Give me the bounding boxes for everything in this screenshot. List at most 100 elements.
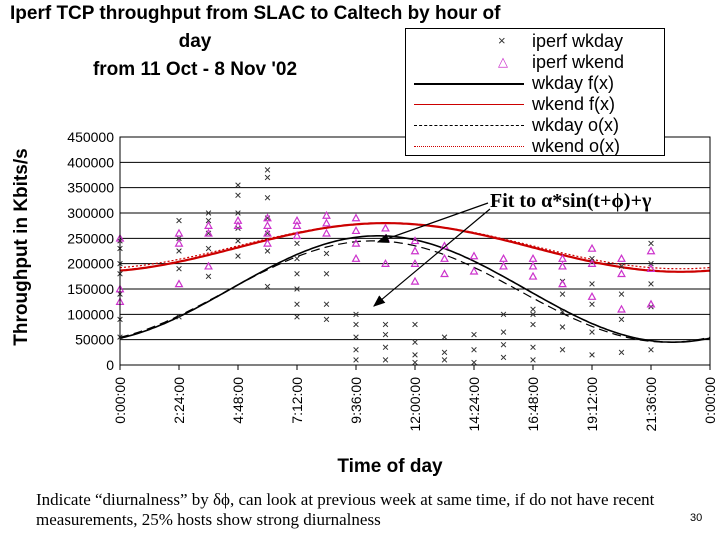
wkday-point bbox=[294, 301, 300, 307]
wkday-point bbox=[648, 281, 654, 287]
wkday-point bbox=[500, 329, 507, 335]
wkday-point bbox=[441, 334, 448, 340]
wkday-point bbox=[205, 217, 212, 224]
wkday-point bbox=[382, 344, 389, 351]
chart-title-line-3: from 11 Oct - 8 Nov '02 bbox=[92, 59, 298, 80]
legend-label: iperf wkend bbox=[532, 52, 625, 72]
wkday-point bbox=[471, 331, 477, 338]
wkday-point bbox=[176, 265, 182, 272]
wkend-point bbox=[292, 231, 302, 240]
wkday-point bbox=[323, 301, 330, 307]
wkday-point bbox=[382, 331, 389, 338]
y-tick-label: 200000 bbox=[67, 256, 114, 272]
dashed-line-icon bbox=[414, 125, 524, 126]
wkday-point bbox=[500, 354, 507, 361]
wkday-point bbox=[618, 349, 625, 356]
legend-label: iperf wkday bbox=[532, 31, 624, 51]
wkend-point bbox=[263, 238, 272, 247]
wkday-point bbox=[264, 248, 271, 254]
wkday-point bbox=[559, 324, 566, 330]
wkend-point bbox=[174, 228, 184, 237]
wkend-point bbox=[351, 253, 361, 262]
wkend-point bbox=[617, 269, 626, 278]
wkend-point bbox=[528, 271, 538, 280]
x-tick-label: 0:00:00 bbox=[702, 377, 718, 424]
fit-annotation: Fit to α*sin(t+ϕ)+γ bbox=[490, 190, 652, 212]
legend-label: wkend f(x) bbox=[532, 94, 616, 114]
wkday-point bbox=[323, 250, 330, 257]
wkend-point bbox=[410, 246, 420, 255]
wkday-point bbox=[412, 359, 418, 366]
wkday-point bbox=[589, 329, 595, 335]
legend-item-wkend-points: △ iperf wkend bbox=[406, 52, 664, 73]
wkend-point bbox=[233, 215, 243, 224]
wkend-point bbox=[322, 210, 331, 219]
y-tick-label: 400000 bbox=[67, 154, 114, 170]
x-tick-label: 12:00:00 bbox=[407, 377, 423, 432]
page-number: 30 bbox=[690, 512, 703, 524]
wkday-point bbox=[235, 253, 241, 259]
wkend-point bbox=[528, 253, 538, 262]
wkday-point bbox=[412, 339, 418, 345]
wkday-point bbox=[176, 248, 182, 254]
wkday-point bbox=[176, 235, 182, 242]
wkend-point bbox=[263, 221, 272, 229]
wkday-point bbox=[205, 210, 212, 216]
wkend-point bbox=[440, 253, 449, 262]
x-tick-label: 19:12:00 bbox=[584, 377, 600, 432]
slide-footnote: Indicate “diurnalness” by δϕ, can look a… bbox=[36, 490, 655, 529]
wkday-point bbox=[441, 357, 448, 363]
wkday-point bbox=[235, 182, 241, 188]
wkday-point bbox=[648, 260, 654, 267]
wkend-point bbox=[558, 261, 567, 270]
wkday-point bbox=[530, 311, 536, 318]
x-tick-label: 0:00:00 bbox=[112, 377, 128, 424]
wkday-point bbox=[205, 273, 212, 280]
wkend-point bbox=[469, 266, 479, 275]
wkend-point bbox=[469, 251, 479, 260]
wkday-point bbox=[353, 311, 359, 318]
fit-arrow-wkend bbox=[376, 202, 489, 243]
y-tick-label: 450000 bbox=[67, 129, 114, 145]
wkend-point bbox=[528, 261, 538, 270]
wkday-point bbox=[235, 238, 241, 244]
wkday-point bbox=[500, 311, 507, 318]
solid-line-icon bbox=[414, 104, 524, 105]
x-axis-label: Time of day bbox=[337, 456, 443, 477]
wkday-point bbox=[471, 347, 477, 353]
data-points bbox=[115, 167, 656, 366]
wkday-point bbox=[648, 240, 654, 247]
wkend-point bbox=[204, 228, 213, 237]
wkday-point bbox=[353, 321, 359, 328]
wkday-point bbox=[235, 192, 241, 199]
wkday-point bbox=[176, 217, 182, 224]
wkend-point bbox=[646, 299, 656, 308]
chart-title-line-2: day bbox=[178, 31, 212, 52]
wkday-point bbox=[382, 357, 389, 363]
fit-arrow-wkday bbox=[373, 208, 491, 307]
fit-arrows bbox=[373, 202, 491, 307]
wkday-point bbox=[589, 352, 595, 358]
y-tick-label: 350000 bbox=[67, 180, 114, 196]
legend-label: wkday f(x) bbox=[532, 73, 615, 93]
x-tick-label: 4:48:00 bbox=[230, 377, 246, 424]
wkday-point bbox=[412, 352, 418, 358]
wkend-point bbox=[322, 228, 331, 237]
wkend-point bbox=[587, 243, 597, 252]
wkday-point bbox=[589, 301, 595, 307]
wkday-point bbox=[530, 321, 536, 328]
wkday-point bbox=[589, 255, 595, 262]
fit-curve-wkday-o-x- bbox=[119, 240, 711, 343]
legend-label: wkday o(x) bbox=[532, 115, 620, 135]
wkday-point bbox=[353, 347, 359, 353]
wkend-point bbox=[204, 261, 213, 270]
y-tick-label: 300000 bbox=[67, 205, 114, 221]
x-tick-label: 7:12:00 bbox=[289, 377, 305, 424]
wkday-point bbox=[294, 240, 300, 247]
wkday-point bbox=[412, 321, 418, 328]
wkend-point bbox=[558, 279, 567, 288]
wkday-point bbox=[500, 341, 507, 348]
y-tick-label: 150000 bbox=[67, 281, 114, 297]
solid-line-icon bbox=[414, 83, 524, 85]
